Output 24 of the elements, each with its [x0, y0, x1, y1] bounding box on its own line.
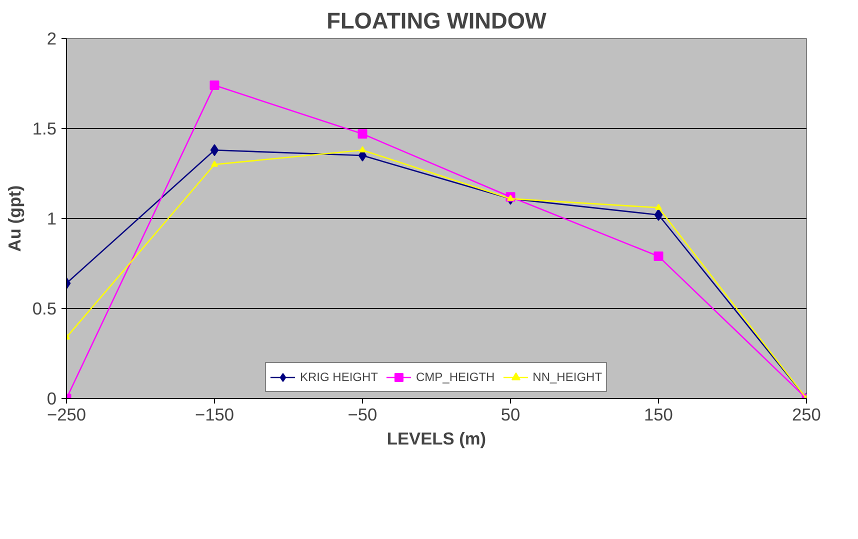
point: [654, 252, 664, 262]
y-tick-label: 0.5: [32, 298, 57, 318]
point: [359, 146, 366, 152]
y-tick-label: 1: [46, 208, 57, 228]
chart-title: FLOATING WINDOW: [326, 8, 548, 34]
legend-label: NN_HEIGHT: [532, 370, 602, 384]
x-axis-title: LEVELS (m): [386, 428, 486, 448]
x-tick-label: −50: [348, 404, 378, 424]
x-tick-label: 150: [644, 404, 673, 424]
legend-label: CMP_HEIGTH: [416, 370, 495, 384]
point: [358, 129, 368, 139]
y-axis-title: Au (gpt): [4, 185, 24, 252]
y-tick-label: 2: [46, 28, 57, 48]
x-tick-label: 250: [792, 404, 821, 424]
point: [654, 208, 663, 221]
y-tick-label: 1.5: [32, 118, 57, 138]
point: [210, 144, 219, 156]
point: [210, 80, 220, 90]
point: [211, 160, 218, 167]
legend-label: KRIG HEIGHT: [300, 370, 378, 384]
point: [507, 194, 514, 201]
x-tick-label: 50: [500, 404, 520, 424]
point: [655, 204, 662, 210]
x-tick-label: −150: [194, 404, 234, 424]
